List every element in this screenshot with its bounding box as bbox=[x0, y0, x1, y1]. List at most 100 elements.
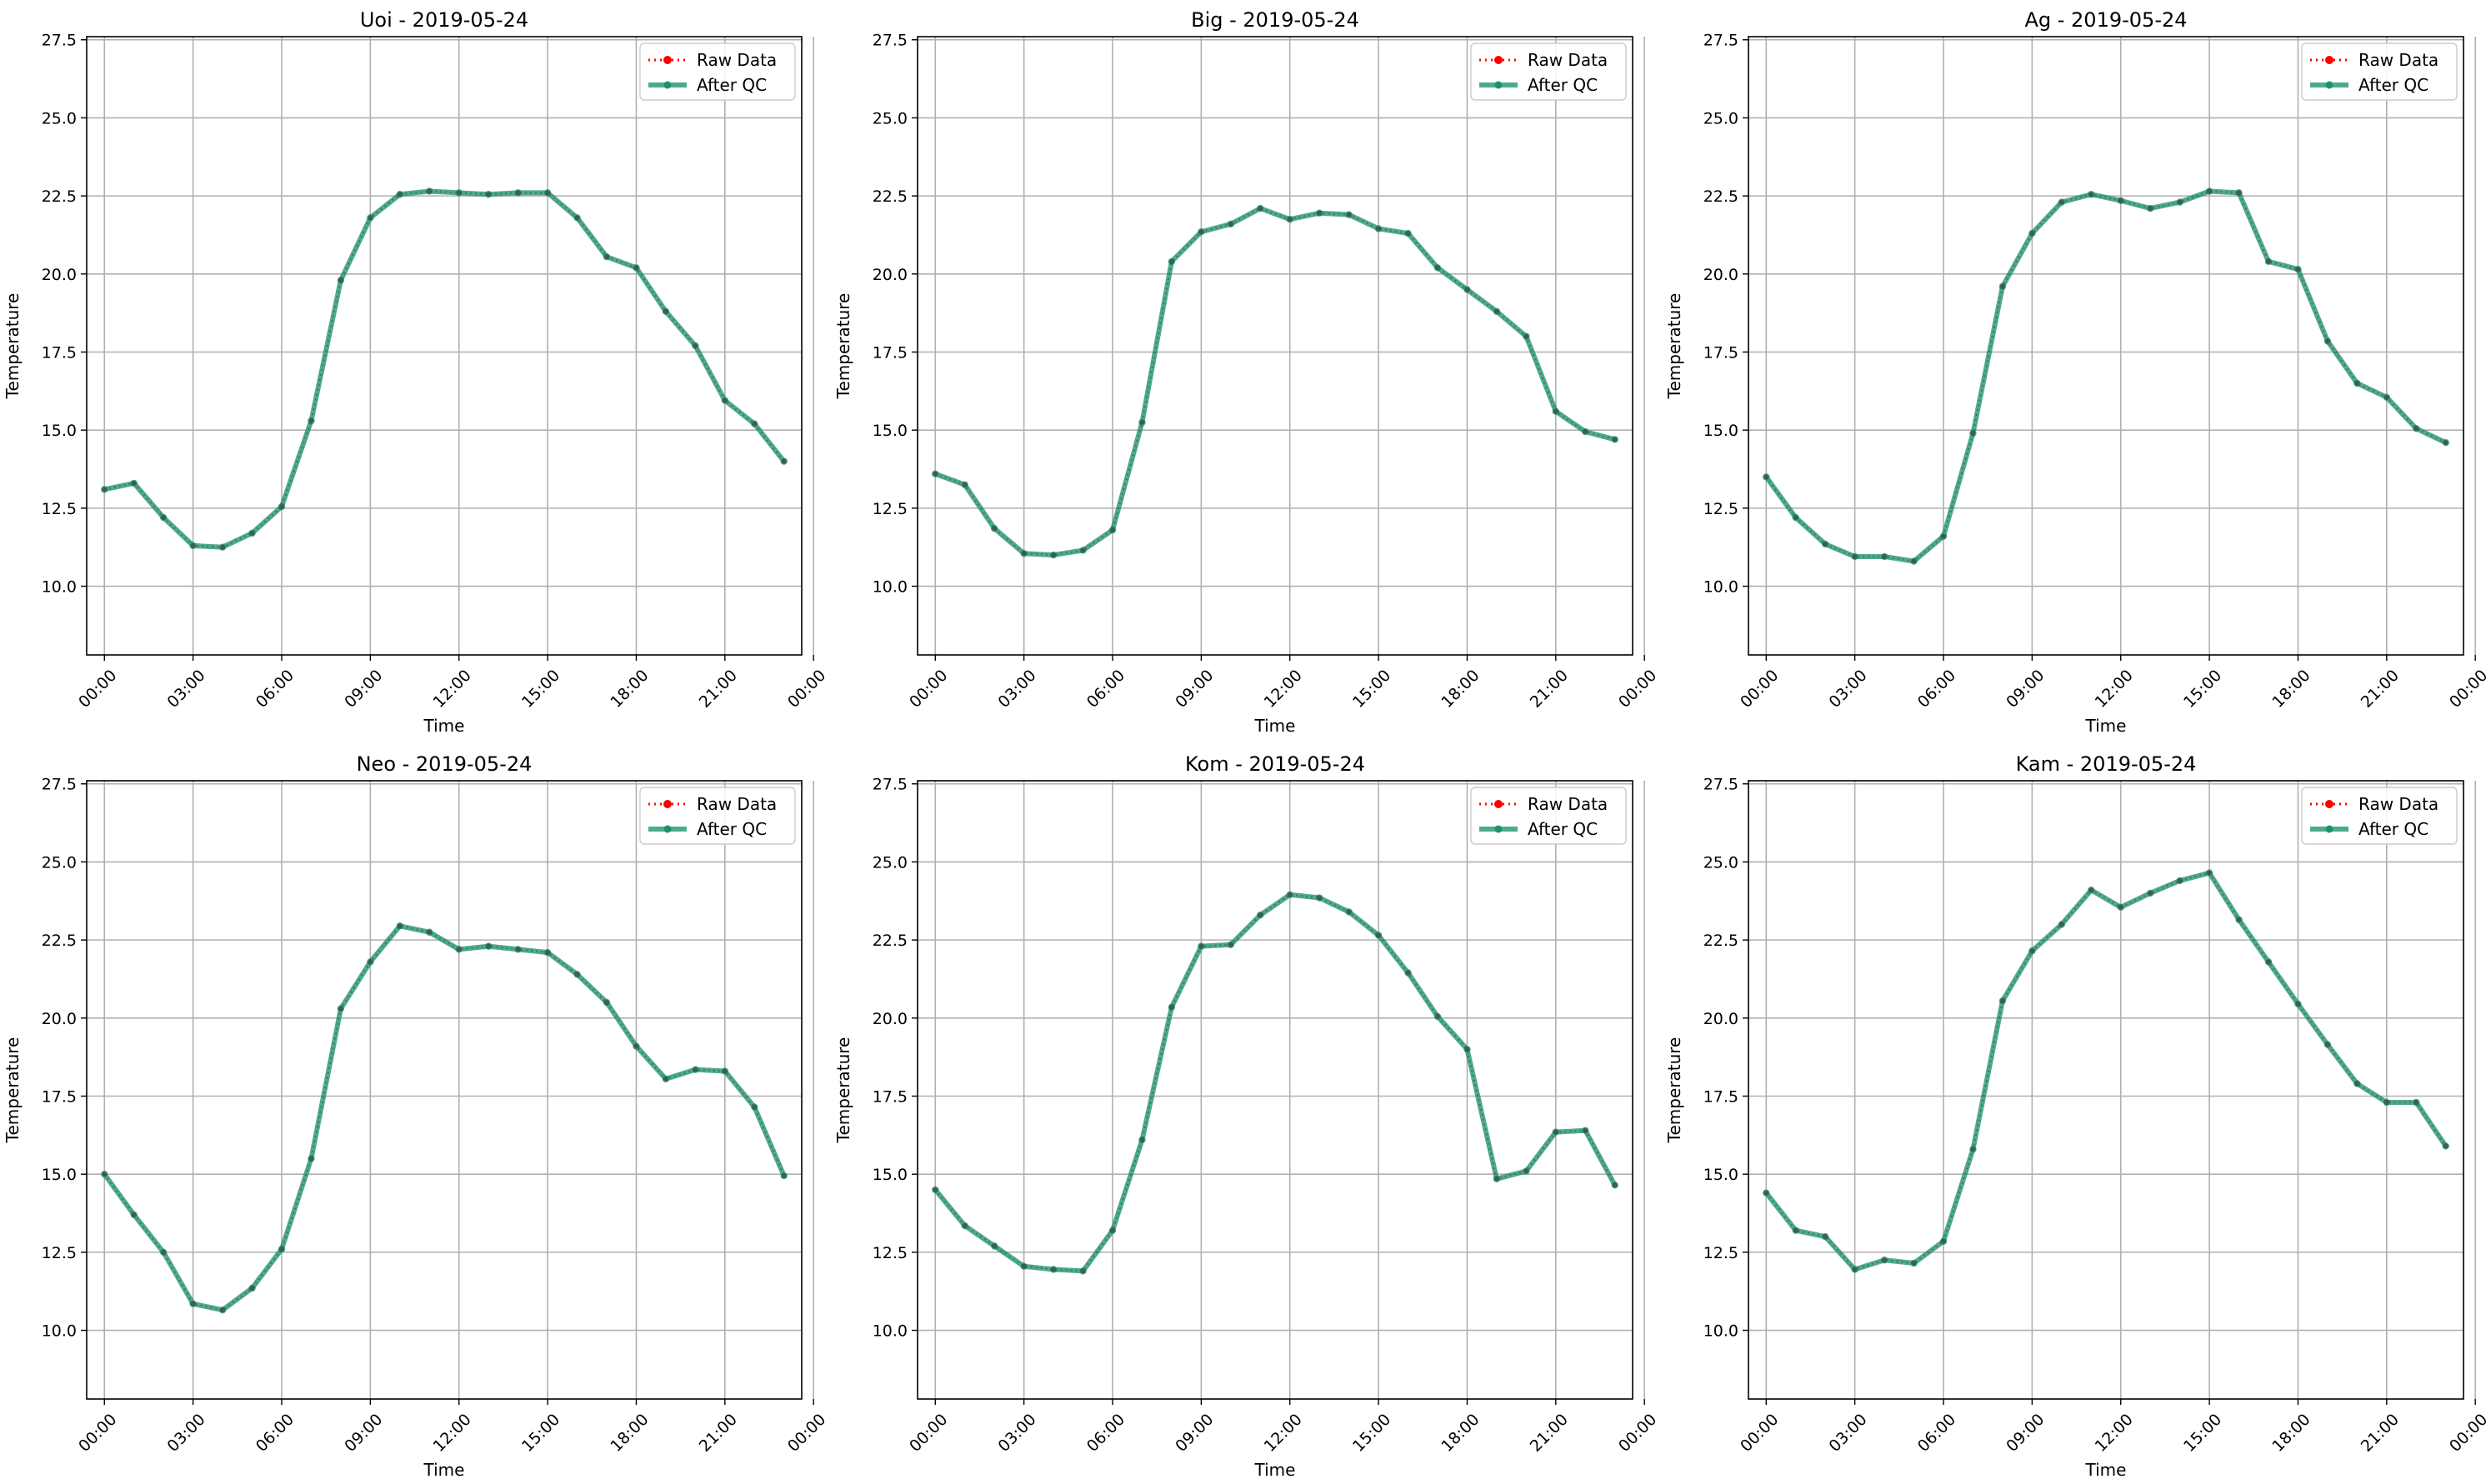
raw-data-point bbox=[1376, 226, 1382, 232]
raw-data-point bbox=[102, 487, 108, 492]
x-tick-label: 00:00 bbox=[2446, 667, 2486, 712]
x-tick-label: 15:00 bbox=[518, 667, 563, 712]
raw-data-point bbox=[1493, 1176, 1499, 1182]
y-axis-label: Temperature bbox=[1664, 293, 1684, 400]
x-tick-label: 12:00 bbox=[2092, 667, 2137, 712]
x-tick-label: 21:00 bbox=[2358, 1411, 2403, 1456]
x-tick-label: 09:00 bbox=[1172, 1411, 1217, 1456]
y-tick-label: 17.5 bbox=[873, 343, 908, 362]
legend-after-qc-label: After QC bbox=[697, 75, 767, 95]
x-tick-label: 03:00 bbox=[1826, 1411, 1871, 1456]
raw-data-point bbox=[1793, 1227, 1798, 1233]
raw-data-point bbox=[574, 972, 580, 977]
x-tick-label: 15:00 bbox=[1349, 1411, 1394, 1456]
raw-data-point bbox=[2354, 380, 2360, 386]
raw-data-point bbox=[722, 397, 728, 403]
x-tick-label: 03:00 bbox=[164, 1411, 209, 1456]
subplot: 10.0 12.5 15.0 17.5 20.0 22.5 25.0 27.5 00:00 03:… bbox=[833, 8, 1660, 736]
raw-data-point bbox=[2354, 1081, 2360, 1087]
y-axis-label: Temperature bbox=[1664, 1037, 1684, 1144]
raw-data-point bbox=[1553, 408, 1558, 414]
raw-data-point bbox=[131, 480, 137, 486]
raw-data-point bbox=[338, 1006, 343, 1012]
legend-after-qc-label: After QC bbox=[1528, 75, 1598, 95]
raw-data-point bbox=[515, 947, 521, 952]
legend-raw-label: Raw Data bbox=[697, 50, 777, 70]
raw-data-point bbox=[574, 215, 580, 221]
raw-data-point bbox=[2324, 338, 2330, 344]
y-tick-label: 10.0 bbox=[873, 1322, 908, 1341]
x-tick-label: 06:00 bbox=[253, 1411, 298, 1456]
raw-data-point bbox=[1941, 533, 1946, 539]
raw-data-point bbox=[2148, 890, 2153, 896]
raw-data-point bbox=[1258, 206, 1263, 212]
subplot: 10.0 12.5 15.0 17.5 20.0 22.5 25.0 27.5 00:00 03:… bbox=[3, 752, 829, 1480]
y-tick-label: 12.5 bbox=[42, 500, 77, 518]
y-tick-label: 25.0 bbox=[1703, 853, 1738, 872]
raw-data-point bbox=[2088, 887, 2094, 893]
y-tick-label: 22.5 bbox=[42, 932, 77, 950]
raw-data-point bbox=[1287, 892, 1293, 897]
raw-data-point bbox=[1763, 474, 1769, 480]
raw-data-point bbox=[2148, 206, 2153, 212]
raw-data-point bbox=[781, 1173, 787, 1179]
y-tick-label: 17.5 bbox=[873, 1087, 908, 1106]
raw-data-point bbox=[131, 1212, 137, 1217]
raw-data-point bbox=[1763, 1190, 1769, 1196]
legend-raw-label: Raw Data bbox=[697, 794, 777, 814]
raw-data-point bbox=[633, 265, 639, 271]
subplot: 10.0 12.5 15.0 17.5 20.0 22.5 25.0 27.5 00:00 03:… bbox=[1664, 8, 2486, 736]
x-tick-label: 06:00 bbox=[1914, 1411, 1959, 1456]
series-after-qc-line bbox=[1763, 188, 2448, 564]
raw-data-point bbox=[486, 192, 492, 197]
raw-data-point bbox=[2118, 197, 2123, 203]
raw-data-point bbox=[1882, 553, 1888, 559]
x-tick-label: 21:00 bbox=[2358, 667, 2403, 712]
x-tick-label: 15:00 bbox=[1349, 667, 1394, 712]
axes-frame bbox=[917, 780, 1633, 1400]
y-axis-label: Temperature bbox=[3, 1037, 23, 1144]
y-tick-label: 22.5 bbox=[873, 187, 908, 206]
x-tick-label: 03:00 bbox=[1826, 667, 1871, 712]
legend-raw-marker bbox=[663, 56, 672, 64]
raw-data-point bbox=[781, 458, 787, 464]
y-tick-label: 15.0 bbox=[42, 1166, 77, 1184]
raw-data-point bbox=[1228, 221, 1233, 227]
x-axis-label: Time bbox=[423, 716, 465, 736]
raw-data-point bbox=[2058, 199, 2064, 205]
grid bbox=[1748, 781, 2476, 1399]
x-tick-label: 00:00 bbox=[1615, 1411, 1660, 1456]
raw-data-point bbox=[1970, 1147, 1976, 1152]
legend-raw-label: Raw Data bbox=[2358, 794, 2438, 814]
raw-data-point bbox=[2413, 426, 2419, 432]
raw-data-point bbox=[368, 215, 373, 221]
x-tick-label: 15:00 bbox=[2180, 667, 2225, 712]
y-tick-label: 25.0 bbox=[42, 853, 77, 872]
x-axis-label: Time bbox=[1254, 716, 1296, 736]
raw-data-point bbox=[1435, 265, 1440, 271]
raw-data-point bbox=[1021, 551, 1027, 557]
x-tick-label: 00:00 bbox=[75, 667, 120, 712]
raw-data-point bbox=[1523, 1168, 1529, 1174]
y-tick-label: 20.0 bbox=[1703, 266, 1738, 284]
x-tick-label: 00:00 bbox=[1737, 1411, 1782, 1456]
legend-raw-marker bbox=[1494, 56, 1503, 64]
legend-after-qc-marker bbox=[2325, 81, 2333, 89]
raw-data-point bbox=[1523, 333, 1529, 339]
x-tick-label: 00:00 bbox=[2446, 1411, 2486, 1456]
raw-data-point bbox=[1493, 308, 1499, 314]
subplot-title: Big - 2019-05-24 bbox=[1191, 8, 1359, 32]
raw-data-point bbox=[2236, 190, 2242, 196]
raw-data-point bbox=[752, 421, 758, 427]
x-tick-label: 09:00 bbox=[2003, 1411, 2048, 1456]
subplot-title: Kam - 2019-05-24 bbox=[2016, 752, 2197, 776]
legend-after-qc-marker bbox=[663, 81, 672, 89]
x-tick-label: 00:00 bbox=[1737, 667, 1782, 712]
raw-data-point bbox=[1168, 258, 1174, 264]
x-tick-label: 00:00 bbox=[75, 1411, 120, 1456]
raw-data-point bbox=[1464, 287, 1470, 292]
x-tick-label: 15:00 bbox=[2180, 1411, 2225, 1456]
raw-data-point bbox=[633, 1043, 639, 1049]
legend-after-qc-label: After QC bbox=[697, 819, 767, 839]
raw-data-point bbox=[1287, 217, 1293, 222]
